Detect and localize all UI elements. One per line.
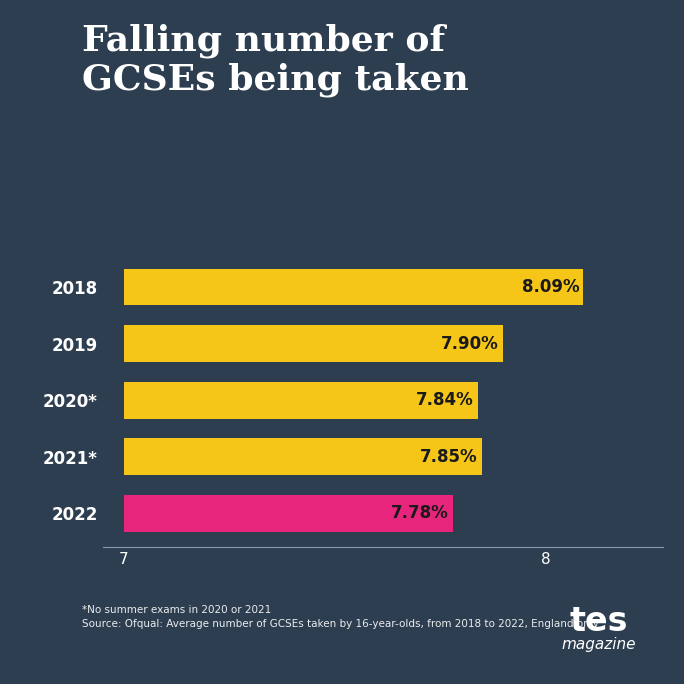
Bar (124, 269, 583, 305)
Bar (124, 382, 478, 419)
Bar (124, 438, 482, 475)
Text: tes: tes (569, 605, 628, 638)
Text: 7.90%: 7.90% (441, 334, 499, 352)
Text: 7.85%: 7.85% (420, 448, 478, 466)
Text: 7.84%: 7.84% (416, 391, 474, 409)
Text: 8.09%: 8.09% (521, 278, 579, 296)
Text: Source: Ofqual: Average number of GCSEs taken by 16-year-olds, from 2018 to 2022: Source: Ofqual: Average number of GCSEs … (82, 619, 599, 629)
Bar (124, 325, 503, 362)
Bar (124, 495, 453, 531)
Text: magazine: magazine (562, 637, 635, 653)
Text: 7.78%: 7.78% (391, 504, 449, 523)
Text: *No summer exams in 2020 or 2021: *No summer exams in 2020 or 2021 (82, 605, 272, 616)
Text: Falling number of
GCSEs being taken: Falling number of GCSEs being taken (82, 24, 469, 97)
